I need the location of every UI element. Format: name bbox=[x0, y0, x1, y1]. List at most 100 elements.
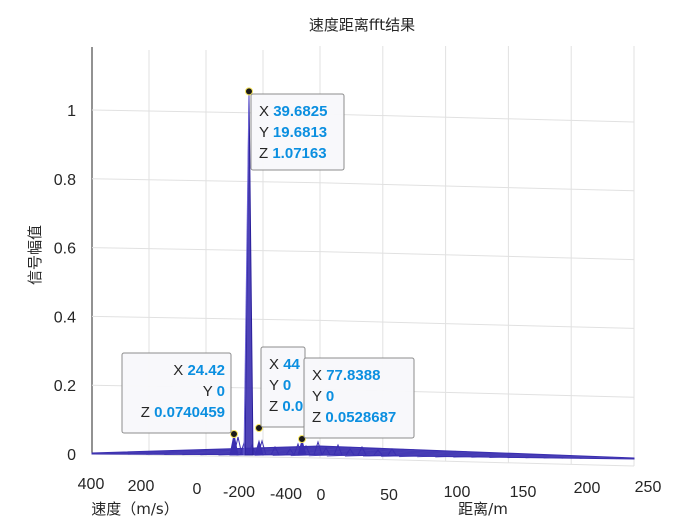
x-tick-label: 150 bbox=[510, 484, 537, 501]
surface-ripple bbox=[321, 446, 331, 456]
datatip-value: Y 0 bbox=[269, 377, 291, 394]
datatip-key: Y bbox=[269, 377, 283, 394]
z-tick-label: 0.6 bbox=[54, 241, 76, 258]
mesh-line bbox=[417, 452, 509, 458]
z-tick-label: 0.4 bbox=[54, 309, 76, 326]
x-tick-label: 200 bbox=[574, 480, 601, 497]
y-tick-label: 200 bbox=[128, 478, 155, 495]
mesh-line bbox=[254, 449, 415, 456]
datatip-number: 19.6813 bbox=[273, 124, 327, 141]
mesh-line bbox=[290, 450, 436, 457]
datatip-number: 1.07163 bbox=[272, 145, 326, 162]
datatip-value: Z 1.07163 bbox=[259, 145, 327, 162]
z-axis-label: 信号幅值 bbox=[26, 225, 44, 285]
mesh-line bbox=[489, 454, 551, 458]
mesh-line bbox=[308, 450, 446, 457]
datatip-marker bbox=[230, 430, 238, 438]
chart-title: 速度距离fft结果 bbox=[309, 16, 415, 34]
datatip-number: 0.0528687 bbox=[325, 409, 396, 426]
grid-line bbox=[319, 319, 635, 329]
datatip-value: Z 0.0528687 bbox=[312, 409, 396, 426]
mesh-line bbox=[362, 451, 478, 457]
secondary-peak bbox=[297, 438, 307, 456]
mesh-line bbox=[164, 447, 362, 455]
y-axis-label: 速度（m/s） bbox=[91, 500, 178, 518]
x-tick-label: 250 bbox=[635, 479, 662, 496]
surface-ripple bbox=[357, 445, 367, 456]
y-tick-label: -400 bbox=[270, 486, 302, 503]
mesh-line bbox=[471, 454, 540, 458]
mesh-line bbox=[507, 454, 561, 459]
datatip: X 24.42 Y 0 Z 0.0740459 bbox=[121, 352, 232, 434]
datatip-key: X bbox=[259, 103, 273, 120]
mesh-line bbox=[597, 456, 614, 459]
datatip-key: Y bbox=[203, 383, 217, 400]
datatip-number: 0.0740459 bbox=[154, 404, 225, 421]
datatip-number: 77.8388 bbox=[326, 367, 380, 384]
datatip-number: 0.0 bbox=[282, 398, 303, 415]
mesh-line bbox=[525, 455, 572, 459]
z-tick-labels: 0 0.2 0.4 0.6 0.8 1 bbox=[54, 103, 76, 464]
y-tick-label: 0 bbox=[193, 481, 202, 498]
z-tick-label: 0.2 bbox=[54, 378, 76, 395]
secondary-peak bbox=[254, 439, 264, 456]
y-tick-label: -200 bbox=[223, 484, 255, 501]
surface-ripple bbox=[313, 440, 323, 456]
grid-line bbox=[319, 113, 635, 123]
datatip-key: Z bbox=[269, 398, 282, 415]
x-tick-label: 0 bbox=[317, 487, 326, 504]
surface-ripple bbox=[270, 445, 280, 456]
datatip-key: X bbox=[173, 362, 187, 379]
datatip: X 44Y 0Z 0.0 bbox=[260, 346, 306, 428]
secondary-peak bbox=[229, 434, 239, 456]
z-tick-label: 0.8 bbox=[54, 172, 76, 189]
x-tick-label: 100 bbox=[444, 484, 471, 501]
mesh-line bbox=[110, 446, 331, 455]
datatip-number: 39.6825 bbox=[273, 103, 327, 120]
z-tick-label: 0 bbox=[67, 447, 76, 464]
datatip-marker bbox=[245, 87, 253, 96]
mesh-line bbox=[91, 445, 321, 455]
datatip-key: X bbox=[269, 356, 283, 373]
datatip-number: 24.42 bbox=[187, 362, 225, 379]
datatip-value: Z 0.0740459 bbox=[141, 404, 225, 421]
mesh-line bbox=[615, 457, 624, 460]
datatip-value: X 39.6825 bbox=[259, 103, 327, 120]
datatip-key: Y bbox=[259, 124, 273, 141]
datatip-value: X 44 bbox=[269, 356, 301, 373]
surface-peaks bbox=[229, 91, 307, 456]
datatip-box bbox=[250, 93, 345, 171]
datatip-number: 44 bbox=[283, 356, 300, 373]
x-tick-label: 50 bbox=[380, 487, 398, 504]
surface-ripple bbox=[387, 448, 397, 456]
z-tick-label: 1 bbox=[67, 103, 76, 120]
x-axis-label: 距离/m bbox=[458, 500, 508, 518]
mesh-line bbox=[579, 456, 603, 459]
datatip-number: 0 bbox=[326, 388, 334, 405]
datatip-key: Y bbox=[312, 388, 326, 405]
mesh-line bbox=[236, 448, 404, 456]
datatip-box bbox=[303, 357, 415, 439]
mesh-line bbox=[399, 452, 498, 458]
surface-ripple bbox=[345, 448, 355, 456]
grid-line bbox=[319, 182, 635, 192]
surface-mesh bbox=[91, 436, 635, 460]
mesh-line bbox=[326, 450, 457, 457]
mesh-line bbox=[435, 453, 519, 458]
grid-line bbox=[319, 457, 635, 467]
mesh-line bbox=[381, 452, 488, 457]
datatip-key: Z bbox=[141, 404, 154, 421]
datatip-number: 0 bbox=[283, 377, 291, 394]
main-peak-edge bbox=[243, 91, 250, 456]
mesh-line bbox=[561, 456, 593, 459]
datatip-key: Z bbox=[312, 409, 325, 426]
datatip-value: Y 0 bbox=[203, 383, 225, 400]
datatip-value: Z 0.0 bbox=[269, 398, 303, 415]
surface-ripple bbox=[285, 448, 295, 456]
x-tick-labels: 0 50 100 150 200 250 bbox=[317, 479, 662, 504]
surface-ripple bbox=[373, 449, 383, 456]
